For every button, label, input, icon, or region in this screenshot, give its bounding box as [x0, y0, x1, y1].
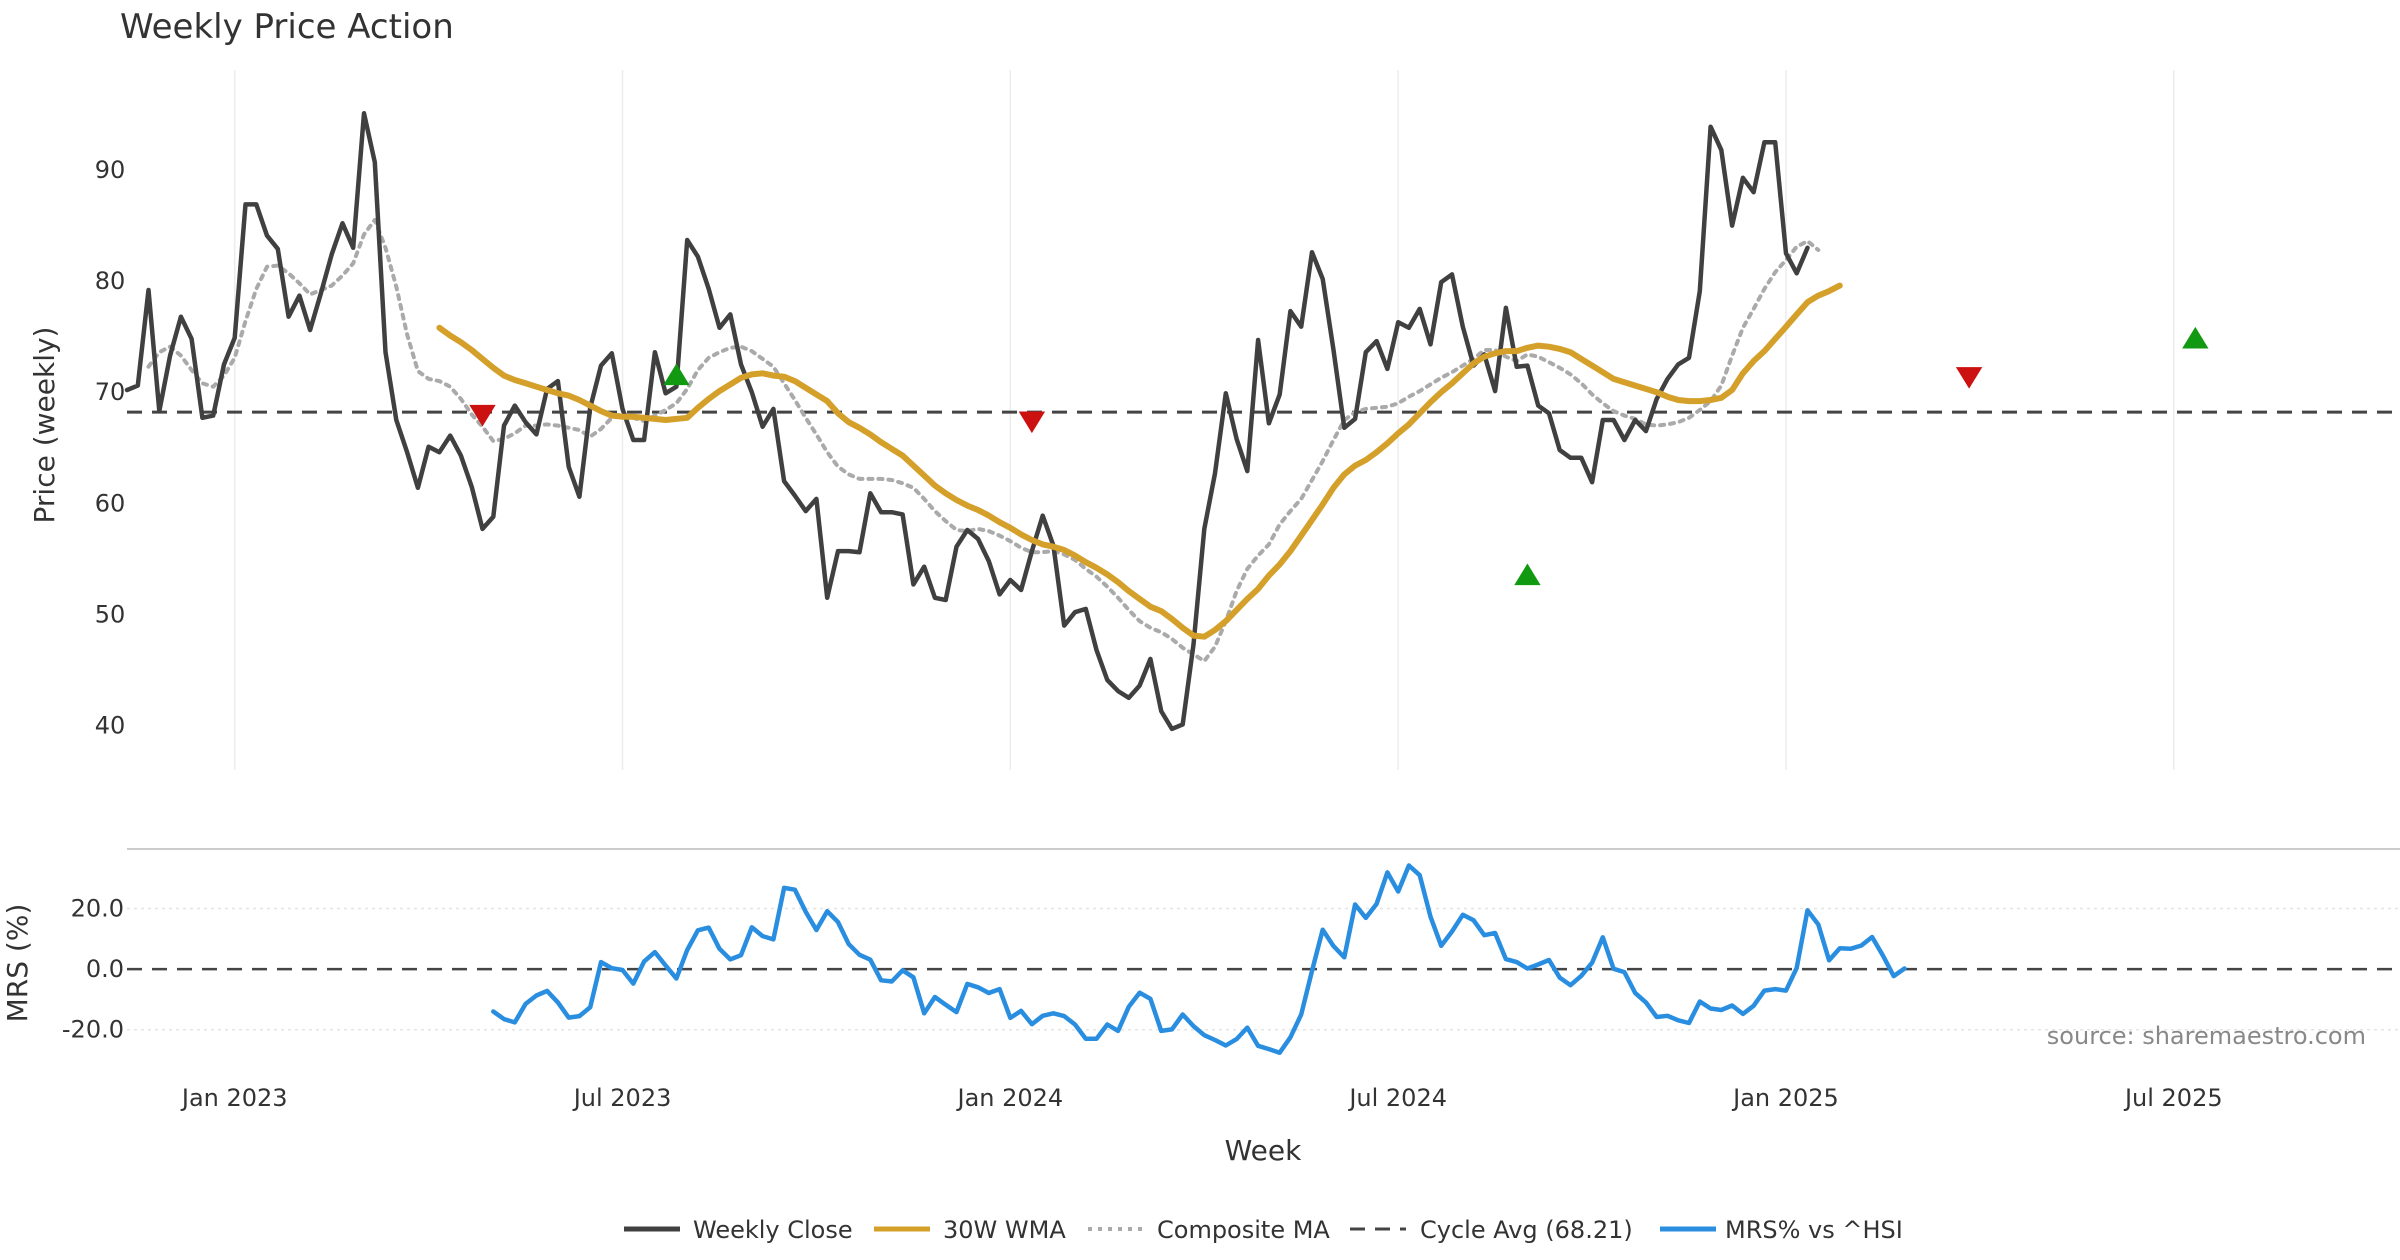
- legend: Weekly Close 30W WMA Composite MA Cycle …: [624, 1216, 1903, 1244]
- source-credit: source: sharemaestro.com: [2047, 1022, 2366, 1050]
- reference-lines: [127, 410, 2400, 971]
- series: [124, 111, 1907, 1055]
- wma-line: [436, 282, 1843, 640]
- mrs-y-axis-label: MRS (%): [1, 904, 34, 1023]
- legend-label-30w-wma: 30W WMA: [943, 1216, 1066, 1244]
- price-y-tick-label: 90: [95, 156, 126, 184]
- legend-label-composite-ma: Composite MA: [1157, 1216, 1330, 1244]
- chart-title: Weekly Price Action: [120, 7, 454, 47]
- sell-signal-marker: [1955, 367, 1983, 389]
- price-y-axis-label: Price (weekly): [28, 327, 61, 524]
- mrs-y-tick-label: 20.0: [71, 894, 124, 922]
- sell-signal-marker: [1018, 411, 1046, 434]
- x-tick-label: Jan 2024: [955, 1084, 1063, 1112]
- price-y-tick-label: 60: [95, 489, 126, 517]
- x-tick-label: Jan 2023: [180, 1084, 288, 1112]
- x-ticks: Jan 2023 Jul 2023 Jan 2024 Jul 2024 Jan 2025…: [180, 1084, 2223, 1112]
- sell-signal-marker: [469, 404, 496, 427]
- signal-markers: [469, 326, 2209, 586]
- mrs-y-tick-label: 0.0: [86, 955, 124, 983]
- x-axis-label: Week: [1225, 1134, 1302, 1167]
- legend-label-mrs: MRS% vs ^HSI: [1725, 1216, 1903, 1244]
- x-tick-label: Jul 2025: [2123, 1084, 2223, 1112]
- grid: [127, 70, 2400, 1031]
- price-y-tick-label: 40: [95, 712, 126, 740]
- mrs-y-tick-label: -20.0: [62, 1016, 124, 1044]
- x-tick-label: Jul 2023: [572, 1084, 672, 1112]
- x-tick-label: Jan 2025: [1731, 1084, 1839, 1112]
- price-y-tick-label: 70: [95, 378, 126, 406]
- buy-signal-marker: [2182, 326, 2209, 349]
- mrs-line: [491, 863, 1907, 1055]
- legend-label-cycle-avg: Cycle Avg (68.21): [1420, 1216, 1633, 1244]
- price-y-tick-label: 80: [95, 267, 126, 295]
- composite-ma-line: [146, 218, 1821, 664]
- y-ticks: 40 50 60 70 80 90 20.0 0.0 -20.0: [62, 156, 125, 1044]
- weekly-close-line: [124, 111, 1810, 732]
- price-y-tick-label: 50: [95, 600, 126, 628]
- buy-signal-marker: [663, 363, 690, 386]
- buy-signal-marker: [1514, 563, 1541, 586]
- legend-label-weekly-close: Weekly Close: [693, 1216, 853, 1244]
- x-tick-label: Jul 2024: [1347, 1084, 1447, 1112]
